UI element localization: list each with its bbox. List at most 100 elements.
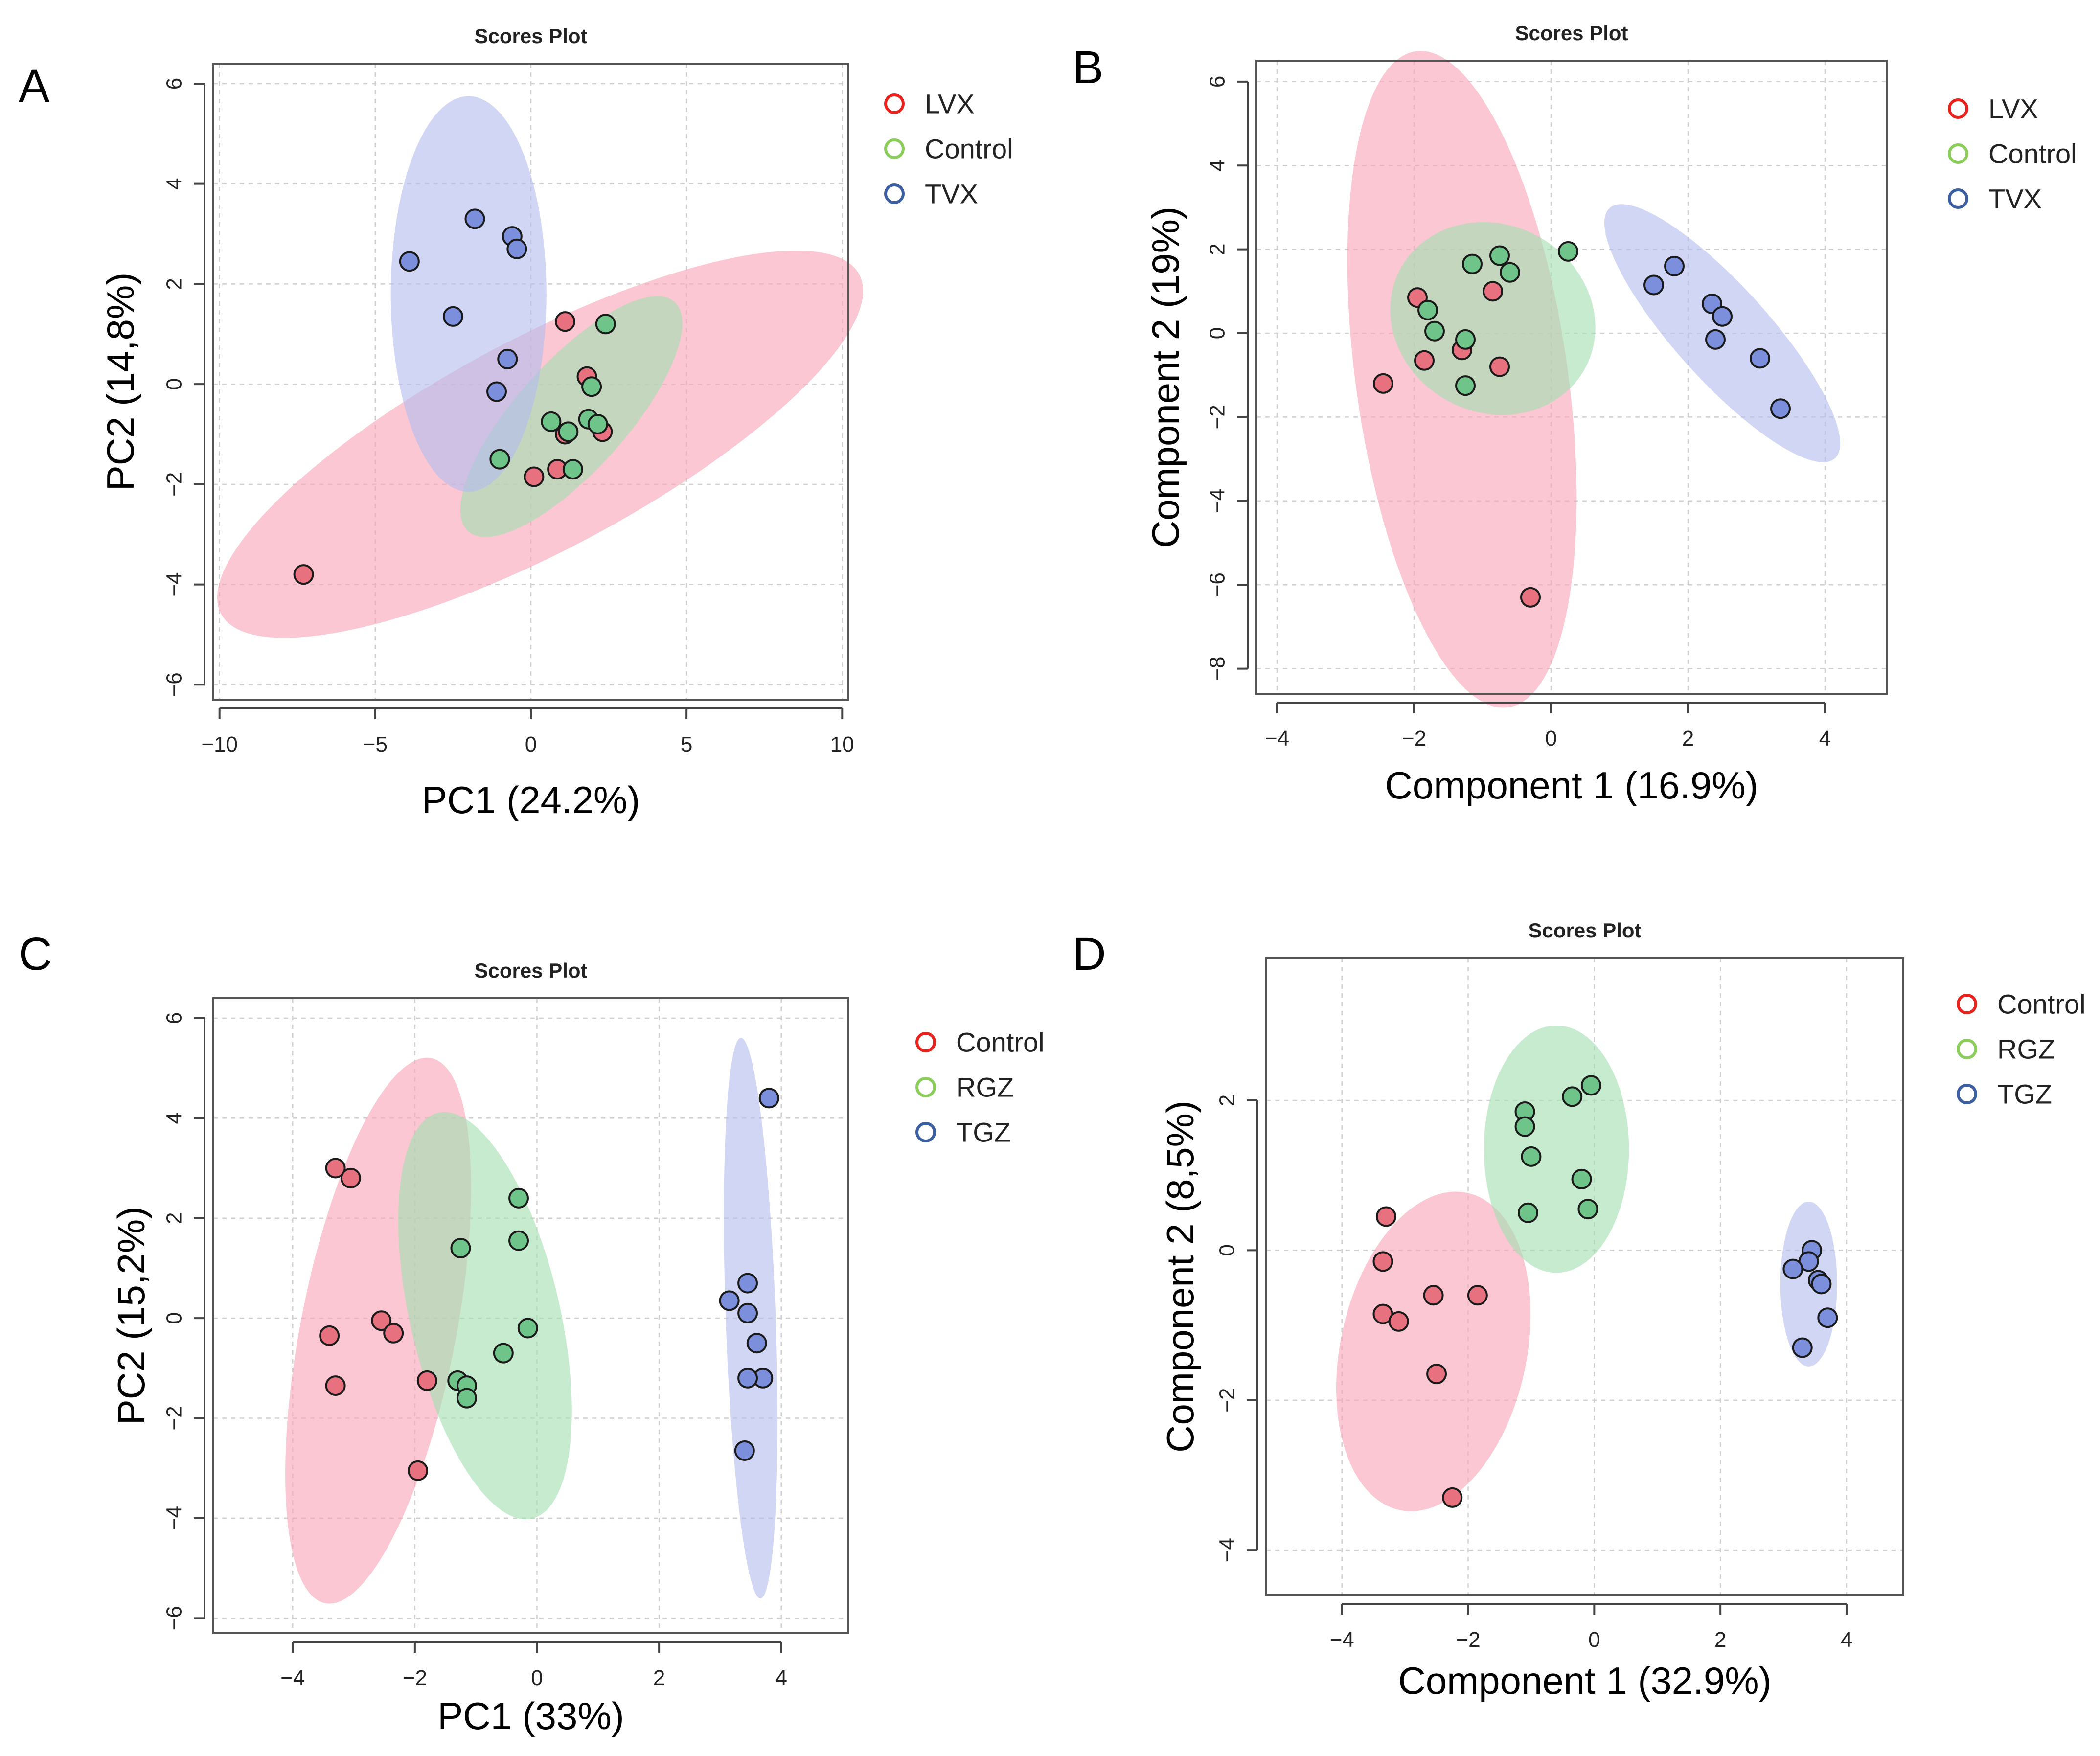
confidence-ellipse-rgz [398, 1112, 572, 1520]
series-control [319, 1158, 437, 1481]
data-point-tvx [399, 251, 420, 272]
legend: LVX Control TVX [1948, 93, 2077, 214]
panel-letter: C [19, 928, 52, 980]
data-point-rgz [508, 1230, 529, 1251]
data-point-tgz [1792, 1337, 1813, 1358]
plot-title: Scores Plot [1515, 22, 1628, 45]
legend-label-tgz: TGZ [1997, 1079, 2052, 1110]
confidence-ellipse-control [1390, 222, 1596, 415]
y-tick-label: 6 [162, 78, 186, 90]
x-axis: −4 −2 0 2 4 [1330, 1603, 1852, 1652]
data-point-rgz [508, 1187, 529, 1209]
x-tick-label: −2 [1402, 727, 1426, 751]
data-point-tvx [442, 306, 463, 327]
data-point-tgz [1782, 1258, 1803, 1279]
panel-c: C Scores Plot −4 −2 0 2 4 −6 −4 −2 0 2 4 6 PC1 (33%) PC… [19, 928, 1045, 1737]
data-point-lvx [1414, 350, 1435, 371]
data-point-lvx [293, 564, 314, 585]
y-tick-label: −4 [162, 572, 186, 596]
data-point-control [325, 1375, 346, 1396]
plot-frame [212, 997, 849, 1634]
y-tick-label: −6 [162, 1606, 186, 1630]
data-point-control [1455, 329, 1476, 350]
series-tgz [1782, 1240, 1838, 1358]
series-tvx [399, 208, 527, 402]
x-tick-label: 0 [525, 732, 537, 756]
legend-label-tgz: TGZ [956, 1117, 1011, 1148]
panel-letter: D [1073, 928, 1106, 980]
legend-marker-lvx [1948, 98, 1968, 119]
legend-label-control: Control [956, 1027, 1045, 1058]
y-tick-label: −8 [1206, 656, 1230, 681]
legend-label-control: Control [1988, 138, 2077, 169]
data-point-lvx [524, 466, 545, 487]
data-point-lvx [1373, 373, 1393, 394]
y-tick-label: 2 [162, 278, 186, 290]
series-control [489, 314, 616, 480]
panel-letter: A [19, 60, 50, 112]
x-tick-label: −2 [1456, 1628, 1480, 1652]
y-tick-label: −4 [1215, 1538, 1239, 1562]
legend-marker-rgz [915, 1077, 936, 1097]
plot-frame [1255, 60, 1888, 695]
y-tick-label: 2 [1206, 243, 1230, 255]
y-tick-label: −2 [162, 1406, 186, 1430]
confidence-ellipse-rgz [1484, 1025, 1629, 1273]
data-point-rgz [1577, 1199, 1598, 1220]
legend-label-rgz: RGZ [956, 1072, 1014, 1103]
y-tick-label: −2 [1206, 405, 1230, 429]
legend-marker-tgz [1957, 1084, 1977, 1104]
y-axis-label: PC2 (15,2%) [110, 1207, 153, 1425]
data-point-lvx [1489, 356, 1510, 377]
y-axis: −6 −4 −2 0 2 4 6 [162, 78, 205, 697]
data-point-control [1375, 1206, 1396, 1227]
y-tick-label: −4 [162, 1506, 186, 1530]
data-point-tgz [1811, 1274, 1832, 1295]
data-point-tvx [1750, 348, 1770, 369]
legend-label-control: Control [1997, 989, 2086, 1020]
data-point-tgz [1817, 1307, 1838, 1328]
data-point-rgz [493, 1343, 514, 1364]
data-point-control [340, 1167, 361, 1188]
data-point-rgz [1517, 1202, 1538, 1223]
panel-d: D Scores Plot −4 −2 0 2 4 −4 −2 0 2 Component 1 (32… [1073, 919, 2086, 1702]
y-tick-label: −2 [1215, 1388, 1239, 1413]
plot-title: Scores Plot [1528, 919, 1641, 942]
data-point-tvx [1712, 306, 1733, 327]
data-point-control [319, 1325, 340, 1346]
data-point-rgz [1580, 1075, 1601, 1096]
y-tick-label: 0 [1215, 1244, 1239, 1256]
data-point-rgz [517, 1318, 538, 1339]
x-tick-label: −2 [403, 1666, 427, 1690]
y-tick-label: 6 [162, 1012, 186, 1024]
data-point-tgz [737, 1368, 758, 1389]
confidence-ellipse-tvx [390, 96, 547, 492]
y-tick-label: −6 [162, 672, 186, 697]
panel-b: B Scores Plot −4 −2 0 2 4 −8 −6 −4 −2 0 2 4 6 Component… [1073, 22, 2077, 807]
x-tick-label: 10 [830, 732, 854, 756]
legend-marker-control [1957, 994, 1977, 1014]
legend-marker-tvx [884, 183, 905, 204]
data-point-control [1424, 320, 1445, 342]
x-axis: −4 −2 0 2 4 [280, 1641, 787, 1690]
data-point-control [581, 376, 602, 397]
data-point-tgz [737, 1273, 758, 1294]
data-point-tvx [497, 348, 518, 369]
legend-label-control: Control [925, 134, 1013, 164]
x-tick-label: 4 [775, 1666, 787, 1690]
legend: Control RGZ TGZ [915, 1027, 1045, 1148]
data-point-control [371, 1310, 392, 1331]
data-point-control [1462, 253, 1483, 274]
x-tick-label: −4 [280, 1666, 305, 1690]
x-tick-label: 0 [1588, 1628, 1600, 1652]
series-tgz [719, 1088, 779, 1461]
x-tick-label: −4 [1265, 727, 1289, 751]
panel-letter: B [1073, 42, 1103, 93]
x-tick-label: 4 [1819, 727, 1831, 751]
data-point-tvx [464, 208, 485, 229]
data-point-control [562, 459, 583, 480]
plot-title: Scores Plot [474, 959, 587, 982]
data-point-control [1372, 1251, 1393, 1272]
data-point-lvx [1520, 587, 1541, 608]
